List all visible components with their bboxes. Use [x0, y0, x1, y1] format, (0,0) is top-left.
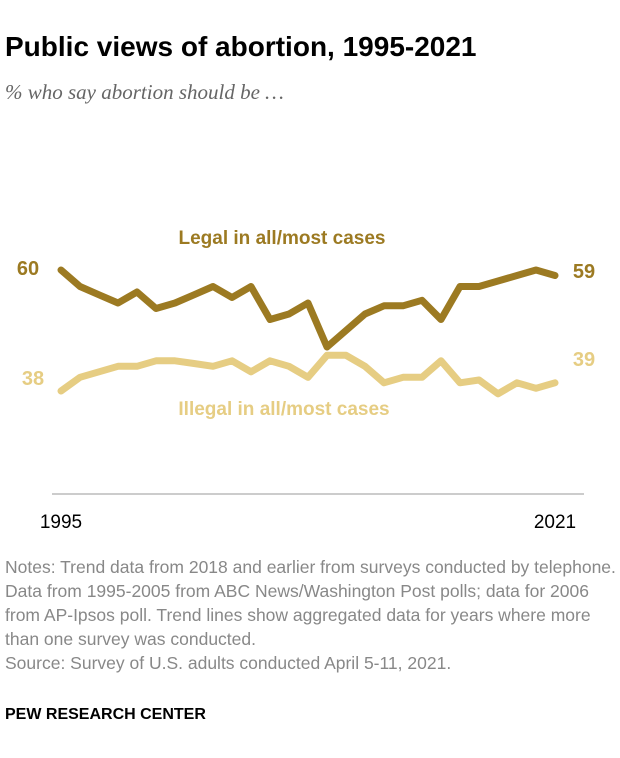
illegal-end-value-label: 39: [573, 349, 595, 371]
illegal-series-label: Illegal in all/most cases: [178, 399, 389, 420]
legal-end-value-label: 59: [573, 261, 595, 283]
legal-series-label: Legal in all/most cases: [179, 228, 386, 249]
illegal-start-value-label: 38: [22, 368, 44, 390]
notes-text: Notes: Trend data from 2018 and earlier …: [5, 557, 616, 649]
x-axis-ticks: 1995 2021: [40, 512, 576, 533]
legal-series-line: [57, 266, 559, 351]
line-chart: Legal in all/most cases Illegal in all/m…: [17, 228, 595, 533]
source-text: Source: Survey of U.S. adults conducted …: [5, 653, 452, 673]
pew-research-center-logo: PEW RESEARCH CENTER: [5, 706, 206, 723]
chart-notes: Notes: Trend data from 2018 and earlier …: [5, 555, 617, 675]
x-tick-label-2021: 2021: [534, 512, 576, 533]
x-tick-label-1995: 1995: [40, 512, 82, 533]
chart-subtitle: % who say abortion should be …: [5, 80, 284, 104]
chart-title: Public views of abortion, 1995-2021: [5, 31, 477, 62]
legal-start-value-label: 60: [17, 258, 39, 280]
illegal-series-line: [57, 351, 559, 398]
